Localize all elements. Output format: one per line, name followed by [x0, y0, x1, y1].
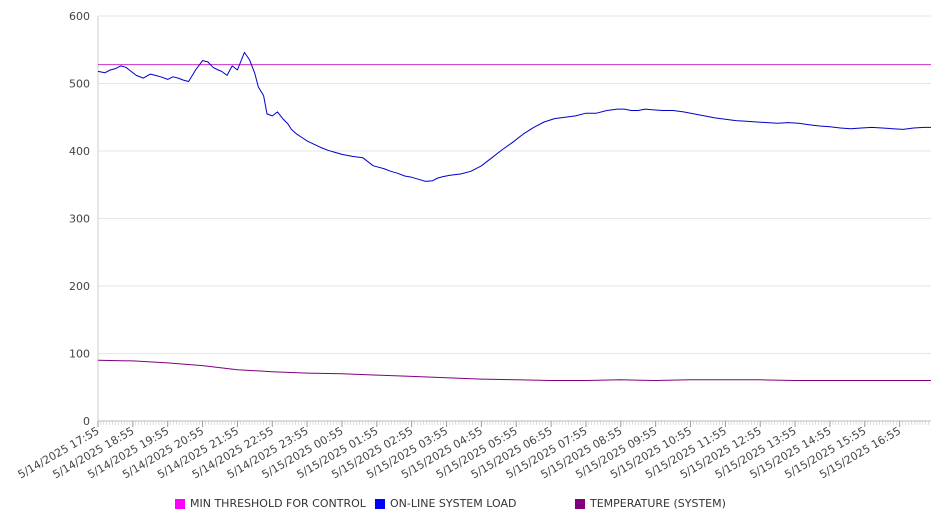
legend-item-temperature: TEMPERATURE (SYSTEM) [575, 497, 726, 510]
legend-swatch-system-load [375, 498, 385, 509]
y-tick-label: 300 [69, 213, 90, 226]
y-tick-label: 0 [83, 415, 90, 428]
legend-swatch-temperature [575, 498, 585, 509]
series-lines [97, 51, 931, 381]
y-tick-label: 500 [69, 78, 90, 91]
x-axis: 5/14/2025 17:555/14/2025 18:555/14/2025 … [16, 420, 931, 481]
legend: MIN THRESHOLD FOR CONTROL ON-LINE SYSTEM… [0, 497, 946, 515]
y-tick-label: 100 [69, 348, 90, 361]
series-line-1 [97, 51, 931, 182]
legend-label-system-load: ON-LINE SYSTEM LOAD [390, 497, 517, 510]
legend-label-min-threshold: MIN THRESHOLD FOR CONTROL [190, 497, 366, 510]
y-tick-label: 200 [69, 280, 90, 293]
legend-item-min-threshold: MIN THRESHOLD FOR CONTROL [175, 497, 366, 510]
y-axis: 0 100 200 300 400 500 600 [69, 10, 99, 428]
y-tick-label: 400 [69, 145, 90, 158]
grid-lines [98, 15, 931, 422]
legend-swatch-min-threshold [175, 498, 185, 509]
legend-label-temperature: TEMPERATURE (SYSTEM) [590, 497, 726, 510]
y-tick-label: 600 [69, 10, 90, 23]
series-line-2 [97, 359, 931, 381]
legend-item-system-load: ON-LINE SYSTEM LOAD [375, 497, 516, 510]
